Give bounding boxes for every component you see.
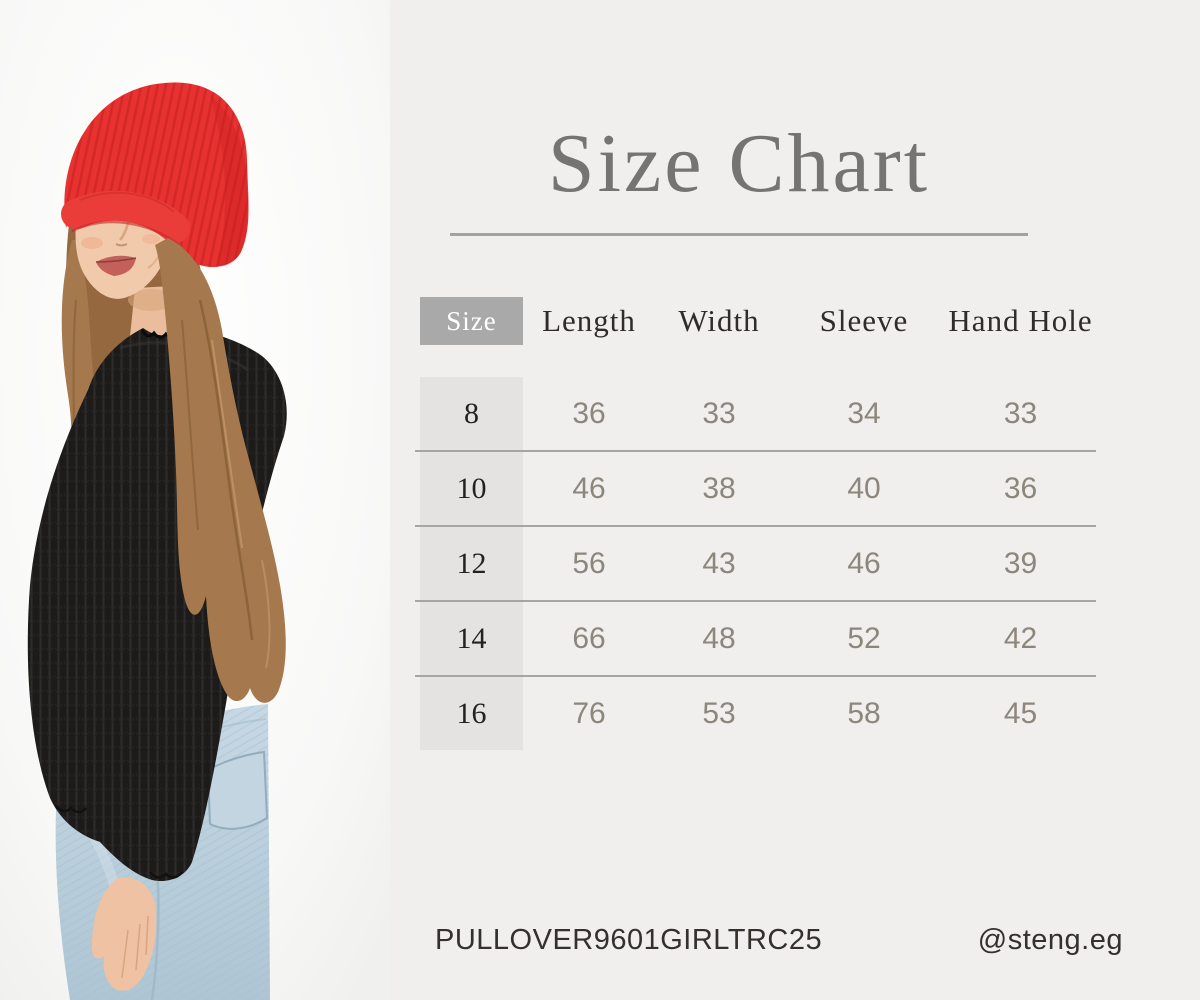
table-row: 10 46 38 40 36 (415, 452, 1096, 525)
width-cell: 33 (702, 396, 736, 430)
table-row: 14 66 48 52 42 (415, 602, 1096, 675)
model-photo (0, 0, 390, 1000)
hand (91, 877, 157, 991)
product-sku: PULLOVER9601GIRLTRC25 (435, 924, 823, 956)
hair-front (155, 238, 286, 703)
sleeve-cell: 52 (847, 621, 881, 655)
beanie (61, 82, 249, 268)
length-cell: 66 (572, 621, 606, 655)
width-cell: 43 (702, 546, 736, 580)
table-row: 12 56 43 46 39 (415, 527, 1096, 600)
size-cell: 14 (420, 602, 523, 675)
size-cell: 8 (420, 377, 523, 450)
lips (95, 255, 137, 276)
length-cell: 76 (572, 696, 606, 730)
header-hand-hole: Hand Hole (948, 303, 1093, 338)
length-cell: 46 (572, 471, 606, 505)
size-chart-panel: Size Chart Size Length Width Sleeve Hand… (390, 0, 1200, 1000)
size-cell: 16 (420, 677, 523, 750)
length-cell: 36 (572, 396, 606, 430)
ragged-cuff (149, 871, 183, 879)
width-cell: 48 (702, 621, 736, 655)
size-cell: 10 (420, 452, 523, 525)
sleeve-cell: 34 (847, 396, 881, 430)
table-row: 8 36 33 34 33 (415, 377, 1096, 450)
length-cell: 56 (572, 546, 606, 580)
table-row: 16 76 53 58 45 (415, 677, 1096, 750)
hand-hole-cell: 45 (1003, 696, 1038, 730)
width-cell: 53 (702, 696, 736, 730)
hand-hole-cell: 36 (1003, 471, 1038, 505)
row-separator (415, 600, 1096, 602)
header-width: Width (678, 303, 760, 338)
page-title: Size Chart (547, 117, 931, 210)
row-separator (415, 675, 1096, 677)
table-header-row: Size Length Width Sleeve Hand Hole (415, 297, 1096, 345)
row-separator (415, 450, 1096, 452)
blush-left (81, 237, 103, 249)
row-separator (415, 525, 1096, 527)
beanie-cuff (61, 190, 190, 243)
model-photo-illustration (0, 0, 390, 1000)
sleeve-cell: 58 (847, 696, 881, 730)
blush-right (142, 234, 160, 244)
title-underline (450, 233, 1028, 236)
sleeve-cell: 46 (847, 546, 881, 580)
size-table: Size Length Width Sleeve Hand Hole 8 36 … (415, 297, 1096, 750)
header-sleeve: Sleeve (819, 303, 909, 338)
jeans-pocket (206, 750, 269, 830)
header-size: Size (420, 297, 523, 345)
social-handle: @steng.eg (977, 924, 1123, 956)
sleeve-cell: 40 (847, 471, 881, 505)
header-length: Length (542, 303, 636, 338)
width-cell: 38 (702, 471, 736, 505)
hand-hole-cell: 39 (1003, 546, 1038, 580)
hand-hole-cell: 33 (1003, 396, 1038, 430)
hand-hole-cell: 42 (1003, 621, 1038, 655)
size-cell: 12 (420, 527, 523, 600)
